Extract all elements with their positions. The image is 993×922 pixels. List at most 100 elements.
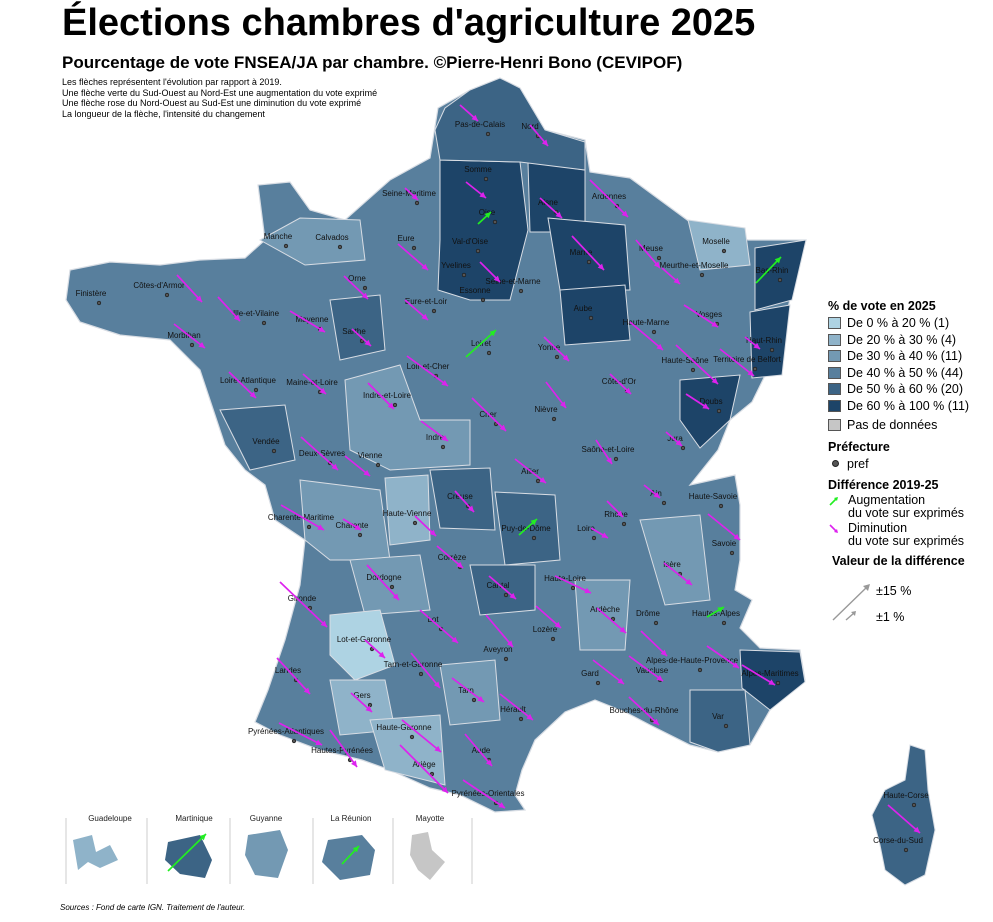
department-label: Aube: [574, 304, 593, 313]
decrease-arrow: [485, 614, 514, 648]
region-cantal: [469, 564, 536, 616]
decrease-arrow: [514, 458, 547, 484]
department-label: Deux-Sèvres: [299, 449, 345, 458]
prefecture-dot: [613, 456, 619, 462]
decrease-arrow: [609, 373, 632, 395]
department-label: Var: [712, 712, 724, 721]
decrease-arrow: [628, 655, 664, 682]
decrease-arrow: [629, 321, 664, 351]
region-moselle: [687, 219, 751, 271]
prefecture-dot: [96, 300, 102, 306]
page-subtitle: Pourcentage de vote FNSEA/JA par chambre…: [62, 53, 683, 72]
swatch-0: [828, 317, 841, 330]
decrease-arrow: [367, 382, 395, 410]
department-label: Nièvre: [534, 405, 558, 414]
legend-class-1: De 20 % à 30 % (4): [828, 332, 988, 349]
prefecture-dot: [911, 802, 917, 808]
department-label: Hérault: [500, 705, 527, 714]
legend-class-3: De 40 % à 50 % (44): [828, 365, 988, 382]
department-label: Essonne: [459, 286, 491, 295]
decrease-arrow: [592, 659, 625, 685]
page-title: Élections chambres d'agriculture 2025: [62, 2, 756, 44]
prefecture-dot: [357, 532, 363, 538]
department-label: Haute-Loire: [544, 574, 586, 583]
inset-labels: Guadeloupe Martinique Guyanne La Réunion May…: [88, 814, 445, 823]
note-line: Les flèches représentent l'évolution par…: [62, 77, 282, 87]
department-label: Isère: [663, 560, 681, 569]
department-label: Loire-Atlantique: [220, 376, 277, 385]
prefecture-dot: [697, 667, 703, 673]
department-label: Aisne: [538, 198, 559, 207]
department-label: Cantal: [486, 581, 509, 590]
region-alpesmaritimes-dark: [739, 649, 806, 711]
decrease-arrow: [454, 490, 475, 513]
decrease-arrow: [399, 744, 449, 794]
decrease-arrow: [366, 564, 400, 601]
legend-title: % de vote en 2025: [828, 299, 936, 313]
legend-value-scale: ±15 % ±1 %: [828, 570, 988, 630]
prefecture-dot: [253, 387, 259, 393]
legend-nodata: Pas de données: [828, 417, 988, 434]
legend-class-4: De 50 % à 60 % (20): [828, 381, 988, 398]
region-vendee: [219, 404, 296, 471]
prefecture-dot: [903, 847, 909, 853]
prefecture-dot: [777, 277, 783, 283]
department-label: Seine-et-Marne: [485, 277, 541, 286]
department-label: Lot-et-Garonne: [337, 635, 392, 644]
prefecture-dot: [699, 272, 705, 278]
decrease-arrow: [406, 355, 449, 387]
decrease-arrow: [404, 299, 429, 321]
prefecture-dot: [375, 462, 381, 468]
guadeloupe-shape: [73, 835, 118, 870]
decrease-arrow: [707, 513, 741, 541]
department-label: Ardennes: [592, 192, 626, 201]
department-label: Moselle: [702, 237, 730, 246]
legend-class-label: De 0 % à 20 % (1): [847, 316, 950, 331]
department-label: Haute-Vienne: [383, 509, 432, 518]
prefecture-dot: [409, 734, 415, 740]
department-label: Dordogne: [366, 573, 402, 582]
prefecture-dot: [588, 315, 594, 321]
region-basrhin-dark: [754, 239, 807, 311]
decrease-arrow: [217, 296, 241, 322]
decrease-arrow: [465, 181, 487, 199]
decrease-arrow: [351, 328, 372, 347]
prefecture-dot: [531, 535, 537, 541]
region-nord: [434, 77, 586, 171]
prefecture-dot: [431, 308, 437, 314]
prefecture-dot: [337, 244, 343, 250]
department-label: Loir-et-Cher: [407, 362, 450, 371]
decrease-arrow: [414, 515, 437, 537]
decrease-arrow: [535, 605, 562, 629]
increase-arrow: [518, 518, 538, 536]
decrease-arrow: [279, 581, 328, 628]
department-label: Gard: [581, 669, 599, 678]
prefecture-dot: [586, 259, 592, 265]
decrease-arrow: [545, 381, 567, 409]
prefecture-dot: [189, 342, 195, 348]
legend-class-label: De 60 % à 100 % (11): [847, 398, 970, 413]
guyane-shape: [245, 830, 288, 878]
increase-arrow: [465, 329, 497, 358]
department-label: Vaucluse: [636, 666, 669, 675]
note-line: Une flèche verte du Sud-Ouest au Nord-Es…: [62, 87, 378, 98]
prefecture-dot: [550, 636, 556, 642]
prefecture-dot: [480, 297, 486, 303]
department-label: Doubs: [699, 397, 722, 406]
department-label: Hautes-Alpes: [692, 609, 740, 618]
region-haute-vienne: [384, 474, 431, 546]
department-label: Marne: [570, 248, 593, 257]
decrease-arrow: [539, 197, 563, 219]
department-label: Corse-du-Sud: [873, 836, 923, 845]
department-label: Manche: [264, 232, 293, 241]
decrease-arrow: [364, 639, 386, 659]
increase-arrow: [167, 833, 207, 872]
decrease-arrow: [595, 439, 613, 465]
increase-arrow: [706, 606, 725, 618]
department-label: Haute-Saône: [661, 356, 709, 365]
prefecture-dot: [359, 338, 365, 344]
department-label: Alpes-Maritimes: [741, 669, 798, 678]
decrease-arrow: [410, 652, 441, 689]
decrease-arrow: [462, 779, 506, 809]
prefecture-dot: [485, 131, 491, 137]
